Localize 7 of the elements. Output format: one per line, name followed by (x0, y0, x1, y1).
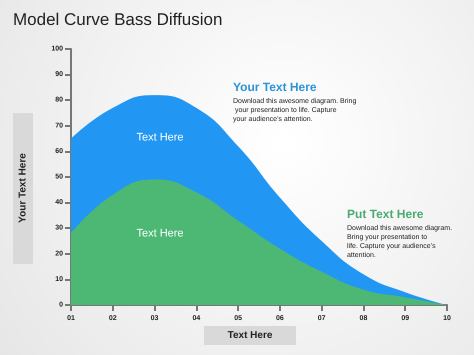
text: Your Text Here (18, 152, 28, 223)
annotation: Put Text Here (347, 207, 424, 221)
x-axis-title: Text Here (136, 132, 184, 144)
y-axis-title: Your Text Here (233, 80, 317, 94)
annotation: Text Here (136, 228, 184, 240)
text: Text Here (228, 330, 273, 341)
chart-title: Model Curve Bass Diffusion (13, 10, 222, 29)
